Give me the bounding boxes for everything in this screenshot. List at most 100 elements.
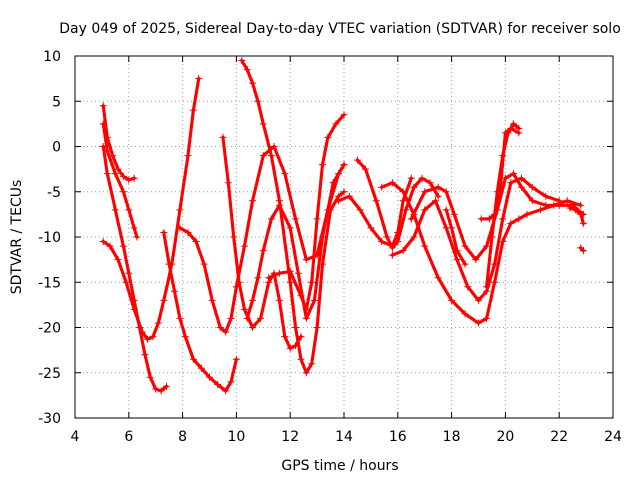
data-point (265, 274, 273, 282)
data-point (434, 183, 442, 191)
data-point (345, 192, 353, 200)
data-point (292, 324, 300, 331)
data-point (176, 224, 184, 232)
data-point (119, 172, 127, 180)
data-point (499, 152, 507, 160)
data-point (160, 229, 168, 236)
data-point (491, 260, 499, 268)
data-point (383, 233, 391, 241)
data-point (270, 143, 278, 150)
data-point (453, 256, 461, 264)
data-point (515, 124, 523, 132)
data-point (579, 247, 587, 255)
series-pass-19 (566, 204, 587, 227)
data-point (222, 387, 230, 395)
data-point (275, 269, 283, 277)
data-point (302, 256, 310, 264)
data-point (119, 188, 127, 196)
series-pass-10 (265, 111, 348, 313)
series-pass-02 (99, 120, 141, 241)
data-point (577, 201, 585, 209)
data-point (528, 183, 536, 191)
data-point (491, 278, 499, 286)
grid-layer (75, 56, 613, 418)
data-point (461, 260, 469, 268)
y-tick-label: 10 (43, 49, 61, 65)
data-point (501, 174, 509, 182)
data-point (254, 97, 262, 105)
data-point (125, 176, 133, 184)
data-point (294, 269, 302, 277)
data-point (475, 296, 482, 304)
data-point (388, 242, 396, 250)
data-point (216, 324, 224, 331)
y-tick-label: -10 (38, 230, 61, 246)
data-point (241, 242, 248, 250)
data-point (499, 215, 507, 223)
data-point (286, 267, 294, 275)
data-point (362, 165, 369, 173)
data-point (340, 111, 348, 119)
x-tick-label: 18 (443, 429, 461, 445)
data-point (472, 256, 480, 264)
series-pass-13 (378, 179, 585, 327)
data-point (407, 215, 415, 223)
data-point (189, 106, 197, 114)
data-point (114, 256, 122, 264)
data-point (99, 143, 107, 150)
data-point (464, 283, 472, 291)
series-pass-09 (243, 161, 348, 322)
data-point (122, 278, 130, 286)
x-tick-label: 4 (71, 429, 80, 445)
data-point (195, 75, 203, 83)
data-point (388, 179, 396, 187)
data-point (249, 79, 256, 87)
data-point (461, 310, 469, 318)
data-point (224, 179, 232, 187)
data-point (286, 278, 294, 286)
data-point (200, 260, 208, 268)
data-point (206, 373, 213, 381)
data-point (249, 324, 256, 331)
series-pass-01 (99, 102, 138, 184)
data-point (518, 174, 525, 182)
data-point (235, 278, 243, 286)
y-tick-label: 0 (52, 140, 61, 156)
data-point (577, 210, 585, 218)
data-point (372, 197, 380, 205)
series-pass-11 (353, 156, 442, 252)
data-point (259, 152, 267, 160)
data-point (176, 206, 184, 214)
data-point (302, 314, 310, 322)
data-point (407, 174, 415, 182)
y-tick-label: -5 (47, 185, 61, 201)
data-point (555, 201, 563, 209)
data-point (442, 188, 450, 196)
data-point (313, 215, 321, 223)
data-point (189, 355, 197, 363)
series-pass-12 (335, 174, 415, 250)
data-point (563, 197, 571, 205)
data-point (286, 344, 294, 352)
data-point (243, 66, 251, 74)
data-point (475, 319, 482, 327)
data-point (483, 314, 491, 322)
series-pass-05 (160, 229, 240, 395)
data-point (453, 247, 461, 255)
data-point (399, 247, 407, 255)
series-pass-16 (442, 206, 469, 268)
data-point (313, 324, 321, 331)
data-point (281, 333, 289, 341)
data-point (542, 201, 550, 209)
data-point (450, 210, 458, 218)
data-point (243, 314, 251, 322)
data-layer (99, 57, 587, 395)
data-point (485, 215, 493, 223)
data-point (579, 219, 587, 227)
x-tick-label: 22 (550, 429, 568, 445)
data-point (448, 224, 456, 232)
data-point (308, 360, 316, 368)
data-point (394, 229, 402, 236)
data-point (111, 170, 119, 178)
data-point (410, 183, 418, 191)
